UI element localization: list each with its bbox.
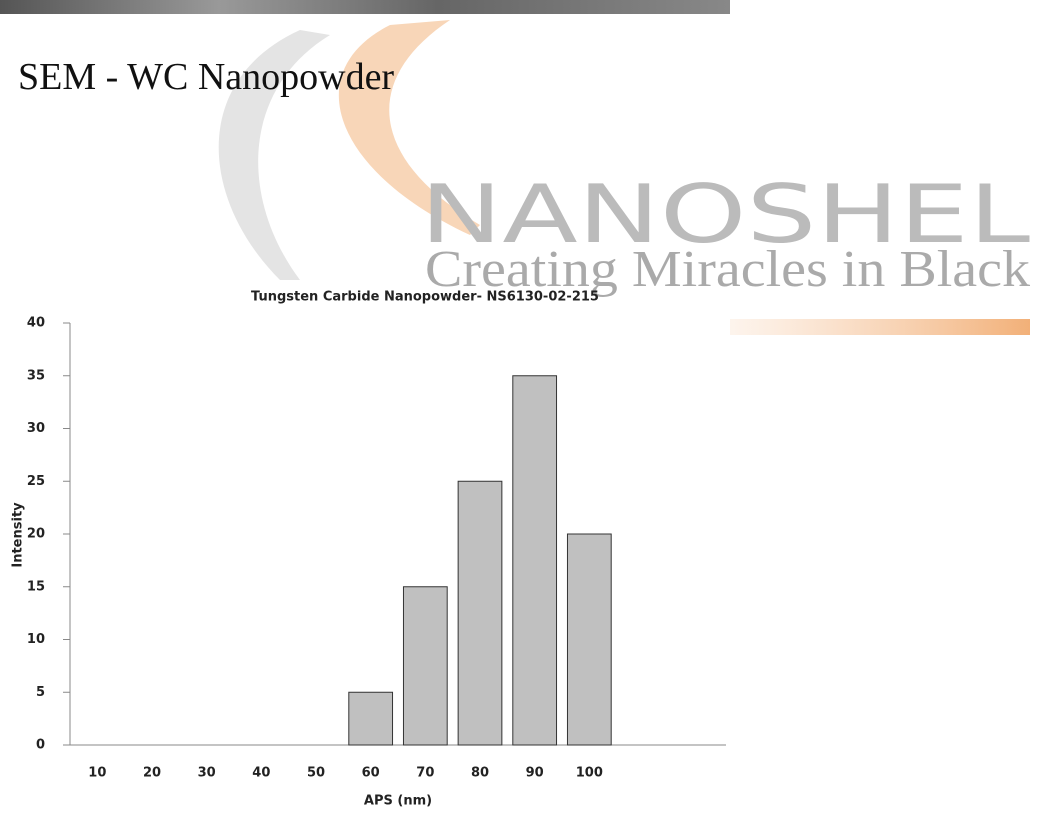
y-tick-label: 25 <box>27 474 45 489</box>
bar <box>513 376 557 745</box>
y-tick-label: 35 <box>27 368 45 383</box>
x-tick-label: 70 <box>416 766 434 781</box>
x-tick-label: 30 <box>198 766 216 781</box>
bar <box>458 481 502 745</box>
x-tick-label: 100 <box>576 766 603 781</box>
x-tick-label: 10 <box>88 766 106 781</box>
page: NANOSHEL Creating Miracles in Black SEM … <box>0 0 1037 814</box>
sem-image-strip <box>0 0 730 14</box>
y-tick-label: 5 <box>36 685 45 700</box>
y-tick-label: 0 <box>36 738 45 753</box>
y-tick-label: 15 <box>27 579 45 594</box>
y-tick-label: 30 <box>27 421 45 436</box>
x-axis-label: APS (nm) <box>364 794 432 809</box>
x-tick-label: 80 <box>471 766 489 781</box>
bar <box>403 587 447 745</box>
y-tick-label: 40 <box>27 316 45 331</box>
chart-title: Tungsten Carbide Nanopowder- NS6130-02-2… <box>251 290 599 305</box>
x-tick-label: 50 <box>307 766 325 781</box>
y-tick-label: 20 <box>27 527 45 542</box>
y-axis-label: Intensity <box>11 502 26 568</box>
y-tick-label: 10 <box>27 632 45 647</box>
x-tick-label: 90 <box>526 766 544 781</box>
page-heading: SEM - WC Nanopowder <box>18 56 394 98</box>
bar <box>349 692 393 745</box>
x-tick-label: 60 <box>362 766 380 781</box>
x-tick-label: 20 <box>143 766 161 781</box>
watermark-bar <box>730 319 1030 335</box>
bar <box>567 534 611 745</box>
x-tick-label: 40 <box>252 766 270 781</box>
